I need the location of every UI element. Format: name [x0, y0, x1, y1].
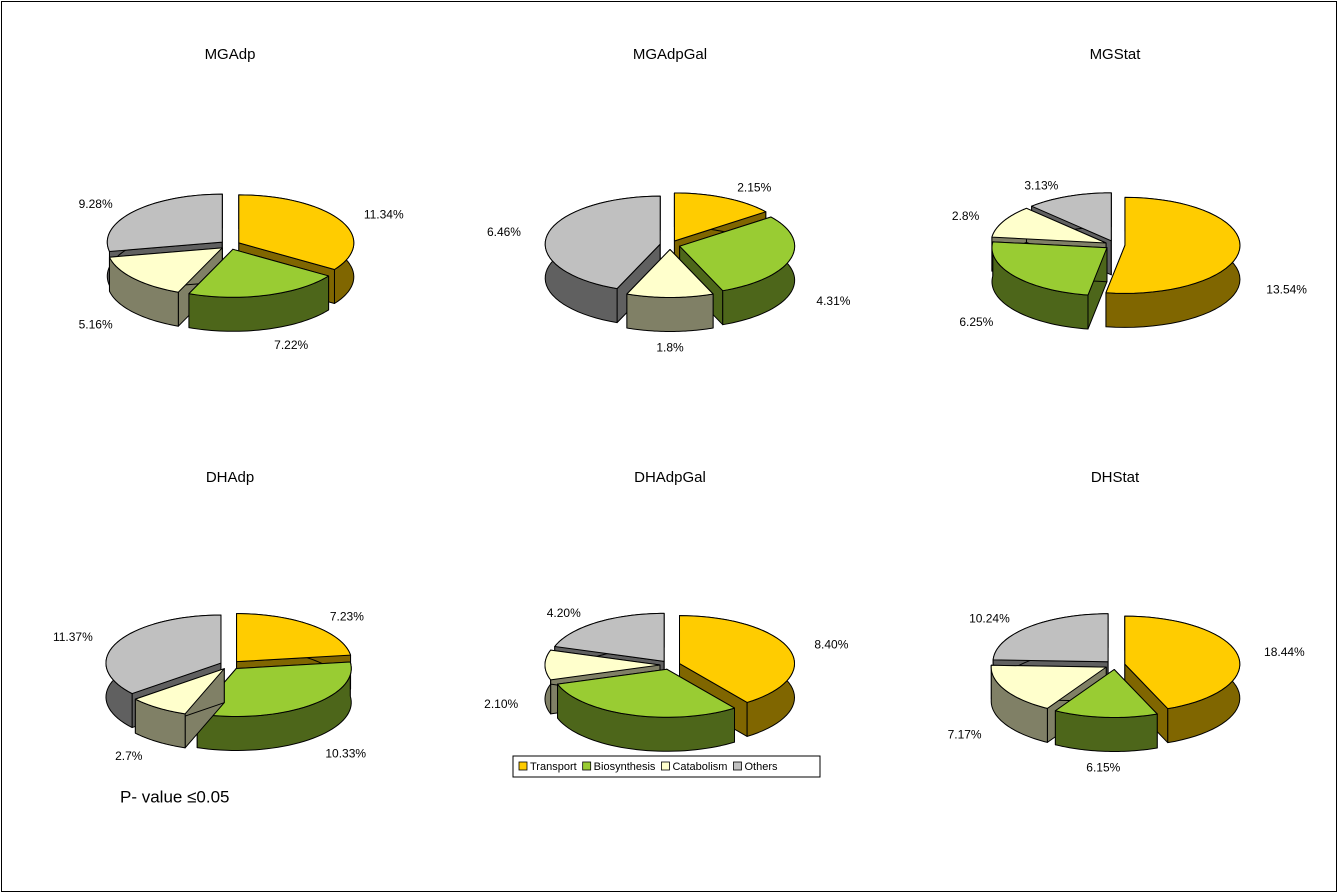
data-label: 7.22% — [274, 338, 308, 352]
legend-label: Others — [744, 761, 778, 773]
slice-top — [106, 193, 223, 252]
slice-top — [679, 615, 796, 703]
slice-top — [238, 194, 355, 271]
data-label: 2.8% — [952, 209, 980, 223]
data-label: 9.28% — [79, 197, 113, 211]
slice-top — [1054, 668, 1158, 718]
legend-label: Biosynthesis — [594, 761, 656, 773]
legend-swatch — [518, 761, 528, 771]
slice-top — [992, 613, 1109, 663]
data-label: 10.33% — [325, 746, 366, 760]
data-label: 5.16% — [79, 317, 113, 331]
pie-slice — [1054, 668, 1158, 752]
slice-side — [626, 293, 714, 332]
pie-slice — [991, 241, 1108, 330]
data-label: 8.40% — [814, 638, 848, 652]
legend-swatch — [661, 761, 670, 771]
data-label: 10.24% — [969, 612, 1010, 626]
legend-label: Transport — [530, 761, 577, 773]
slice-top — [134, 668, 225, 715]
chart-title: MGAdp — [205, 46, 256, 63]
data-label: 7.23% — [330, 609, 364, 623]
slice-top — [554, 612, 665, 662]
slice-top — [991, 207, 1107, 244]
slice-top — [544, 195, 661, 290]
data-label: 2.7% — [115, 749, 143, 763]
pie-slice — [196, 661, 352, 751]
chart-title: DHAdp — [206, 469, 254, 486]
data-label: 2.10% — [484, 697, 518, 711]
data-label: 13.54% — [1266, 282, 1307, 296]
legend: Transport Biosynthesis Catabolism Others — [512, 755, 821, 778]
note: P- value ≤0.05 — [120, 787, 230, 806]
data-label: 11.37% — [53, 630, 93, 644]
legend-swatch — [582, 761, 592, 771]
chart-title: MGAdpGal — [633, 46, 707, 63]
slice-top — [626, 249, 714, 298]
data-label: 6.25% — [959, 315, 993, 329]
data-label: 6.15% — [1086, 760, 1120, 774]
slice-top — [673, 192, 767, 242]
slice-top — [236, 613, 352, 663]
chart-title: MGStat — [1090, 46, 1142, 63]
legend-label: Catabolism — [672, 761, 727, 773]
slice-top — [196, 661, 352, 717]
slice-top — [557, 668, 736, 718]
slice-top — [188, 248, 330, 298]
slice-top — [544, 649, 661, 681]
slice-top — [1031, 192, 1112, 242]
chart-title: DHAdpGal — [634, 469, 706, 486]
slice-top — [991, 241, 1108, 296]
data-label: 7.17% — [948, 727, 982, 741]
slice-top — [679, 216, 796, 292]
slice-top — [1105, 196, 1241, 294]
data-label: 18.44% — [1264, 645, 1305, 659]
pie-slice — [626, 249, 714, 332]
slice-top — [105, 614, 222, 695]
data-label: 3.13% — [1024, 178, 1058, 192]
data-label: 4.31% — [816, 294, 850, 308]
data-label: 4.20% — [547, 606, 581, 620]
slice-top — [1124, 615, 1241, 710]
data-label: 1.8% — [656, 341, 684, 355]
slice-top — [108, 247, 223, 293]
legend-swatch — [733, 761, 742, 771]
chart-title: DHStat — [1091, 469, 1140, 486]
pie-slice — [1105, 196, 1241, 328]
data-label: 11.34% — [364, 207, 404, 221]
data-label: 6.46% — [487, 225, 521, 239]
slice-top — [990, 664, 1107, 709]
pie-slice — [134, 668, 225, 749]
pie-slice — [557, 668, 736, 752]
data-label: 2.15% — [737, 180, 771, 194]
pie-slice — [188, 248, 330, 332]
